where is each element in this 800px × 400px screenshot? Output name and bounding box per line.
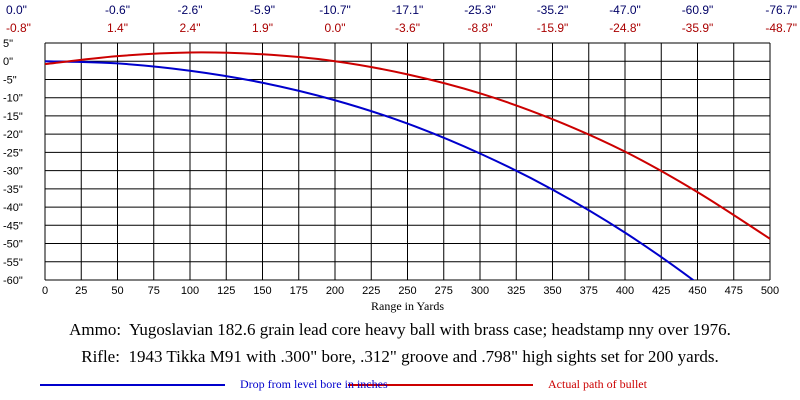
x-tick-label: 350 [543, 285, 561, 297]
x-tick-label: 25 [75, 285, 87, 297]
x-tick-label: 75 [148, 285, 160, 297]
drop-series-line [45, 60, 695, 280]
drop-value-label: -5.9" [250, 3, 275, 17]
x-tick-label: 400 [616, 285, 634, 297]
y-tick-label: -25" [3, 147, 23, 159]
legend-label-path: Actual path of bullet [548, 377, 647, 391]
y-tick-label: -55" [3, 257, 23, 269]
path-series-line [45, 51, 770, 240]
drop-value-label: -17.1" [392, 3, 424, 17]
path-value-label: 1.4" [107, 21, 128, 35]
drop-value-label: -60.9" [682, 3, 714, 17]
drop-value-label: -10.7" [319, 3, 351, 17]
path-value-label: -3.6" [395, 21, 420, 35]
drop-value-label: -25.3" [464, 3, 496, 17]
x-tick-label: 250 [398, 285, 416, 297]
y-tick-label: -20" [3, 129, 23, 141]
y-tick-label: -35" [3, 184, 23, 196]
y-tick-label: -30" [3, 166, 23, 178]
x-tick-label: 200 [326, 285, 344, 297]
path-value-label: -0.8" [6, 21, 31, 35]
drop-value-label: -47.0" [609, 3, 641, 17]
path-value-label: 2.4" [180, 21, 201, 35]
legend-label-drop: Drop from level bore in inches [240, 377, 388, 391]
x-tick-label: 375 [580, 285, 598, 297]
y-tick-label: -60" [3, 275, 23, 287]
path-value-label: -35.9" [682, 21, 714, 35]
y-tick-label: 0" [3, 56, 13, 68]
x-tick-label: 450 [688, 285, 706, 297]
y-tick-label: -50" [3, 239, 23, 251]
x-tick-label: 425 [652, 285, 670, 297]
drop-value-label: -2.6" [178, 3, 203, 17]
ammo-caption: Ammo: Yugoslavian 182.6 grain lead core … [69, 320, 731, 339]
y-tick-label: 5" [3, 38, 13, 50]
path-value-label: -24.8" [609, 21, 641, 35]
x-tick-label: 475 [725, 285, 743, 297]
x-tick-label: 100 [181, 285, 199, 297]
x-tick-label: 225 [362, 285, 380, 297]
path-value-label: -48.7" [765, 21, 797, 35]
path-value-label: 1.9" [252, 21, 273, 35]
x-tick-label: 275 [435, 285, 453, 297]
drop-value-label: -76.7" [765, 3, 797, 17]
y-tick-label: -5" [3, 74, 17, 86]
x-tick-label: 50 [111, 285, 123, 297]
drop-value-label: -35.2" [537, 3, 569, 17]
x-tick-label: 175 [290, 285, 308, 297]
x-tick-label: 0 [42, 285, 48, 297]
y-tick-label: -40" [3, 202, 23, 214]
x-tick-label: 325 [507, 285, 525, 297]
drop-value-label: -0.6" [105, 3, 130, 17]
x-axis-label: Range in Yards [371, 299, 444, 313]
path-value-label: -15.9" [537, 21, 569, 35]
y-tick-label: -10" [3, 93, 23, 105]
path-value-label: -8.8" [468, 21, 493, 35]
x-tick-label: 125 [217, 285, 235, 297]
drop-value-label: 0.0" [6, 3, 27, 17]
path-value-label: 0.0" [325, 21, 346, 35]
x-tick-label: 150 [253, 285, 271, 297]
x-tick-label: 500 [761, 285, 779, 297]
y-tick-label: -45" [3, 220, 23, 232]
y-tick-label: -15" [3, 111, 23, 123]
rifle-caption: Rifle: 1943 Tikka M91 with .300" bore, .… [81, 347, 719, 366]
x-tick-label: 300 [471, 285, 489, 297]
